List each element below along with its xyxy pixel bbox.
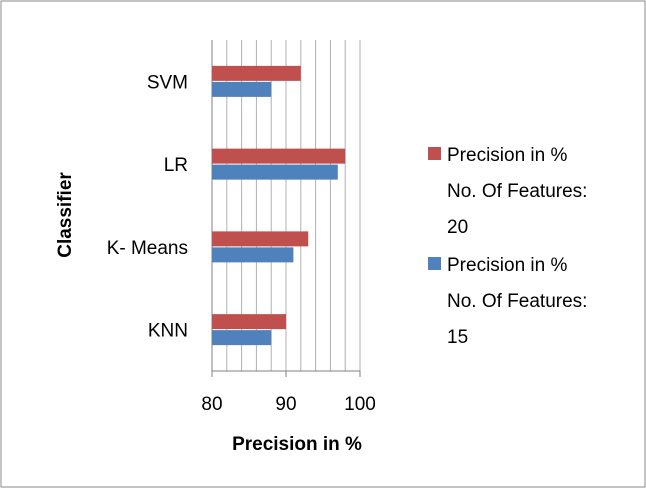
x-tick-label: 100 [344, 394, 376, 415]
x-axis-title: Precision in % [232, 434, 362, 455]
legend-label: Precision in % [447, 145, 567, 166]
bar [212, 231, 309, 247]
bar [212, 314, 286, 330]
x-tick-label: 80 [201, 394, 222, 415]
bars [212, 65, 346, 346]
y-tick-label: SVM [147, 72, 188, 93]
legend-label: 15 [447, 327, 468, 348]
legend-swatch [428, 147, 441, 160]
legend-label: No. Of Features: [447, 181, 587, 202]
axes: 80 90 100 KNN K- Means LR SVM [107, 72, 376, 415]
y-tick-label: LR [164, 155, 188, 176]
y-tick-label: KNN [148, 321, 188, 342]
legend-label: 20 [447, 217, 468, 238]
legend-swatch [428, 257, 441, 270]
bar [212, 148, 346, 164]
y-axis-title: Classifier [55, 172, 76, 258]
bar [212, 247, 294, 263]
y-tick-label: K- Means [107, 238, 188, 259]
bar [212, 81, 272, 97]
bar [212, 65, 301, 81]
x-tick-label: 90 [275, 394, 296, 415]
legend-label: Precision in % [447, 255, 567, 276]
bar [212, 330, 272, 346]
legend: Precision in % No. Of Features: 20 Precisio… [428, 145, 587, 348]
legend-label: No. Of Features: [447, 291, 587, 312]
bar [212, 164, 338, 180]
